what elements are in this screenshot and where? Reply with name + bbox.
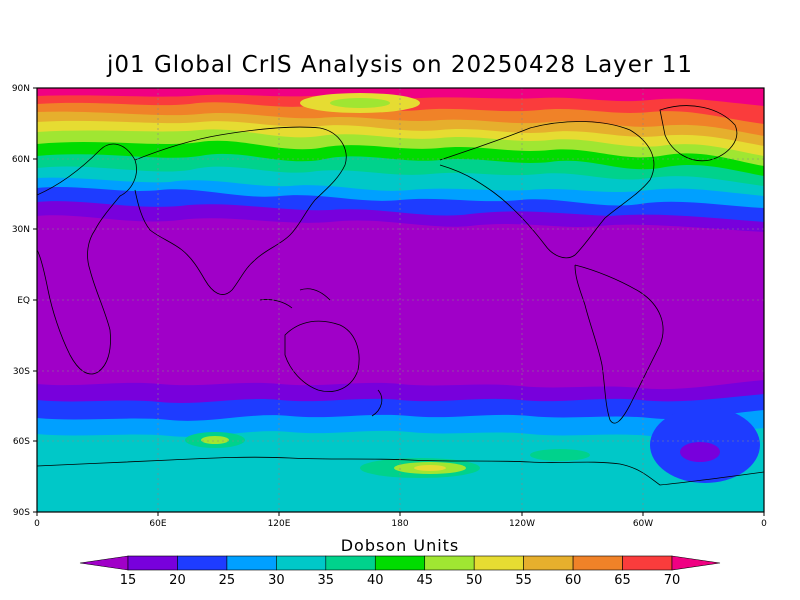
colorbar-ticks: 15 20 25 30 35 40 45 50 55 60 65 70: [120, 573, 681, 588]
lat-label: 90S: [13, 508, 30, 518]
colorbar-tick-label: 50: [466, 573, 483, 588]
colorbar-segment: [226, 555, 277, 571]
colorbar-tick-label: 60: [565, 573, 582, 588]
colorbar-segment: [424, 555, 475, 571]
colorbar-tick-label: 65: [614, 573, 631, 588]
colorbar-segment: [523, 555, 574, 571]
colorbar-segment: [572, 555, 623, 571]
lon-label: 60E: [149, 519, 166, 529]
colorbar-segment: [374, 555, 426, 571]
lat-label: 60N: [12, 155, 30, 165]
colorbar-tick-label: 45: [416, 573, 433, 588]
lat-label: 60S: [13, 437, 30, 447]
gridlines: [37, 88, 764, 512]
colorbar-segment: [325, 555, 376, 571]
colorbar-tick-label: 30: [268, 573, 285, 588]
colorbar-title: Dobson Units: [340, 536, 460, 555]
longitude-labels: 0 60E 120E 180 120W 60W 0: [34, 519, 767, 529]
lon-label: 120E: [268, 519, 291, 529]
lon-label: 60W: [633, 519, 653, 529]
ozone-field: [37, 88, 764, 512]
colorbar-tick-label: 25: [219, 573, 236, 588]
colorbar-tick-label: 55: [515, 573, 532, 588]
lat-label: EQ: [17, 296, 30, 306]
colorbar-segment: [276, 555, 327, 571]
lon-label: 120W: [509, 519, 535, 529]
colorbar-segment: [671, 555, 721, 571]
colorbar-segment: [473, 555, 524, 571]
colorbar-segment: [127, 555, 178, 571]
lat-label: 90N: [12, 84, 30, 94]
lon-label: 0: [761, 519, 767, 529]
colorbar-tick-label: 40: [367, 573, 384, 588]
colorbar-segment: [79, 555, 129, 571]
colorbar-segment: [177, 555, 228, 571]
colorbar-tick-label: 70: [664, 573, 681, 588]
lon-label: 0: [34, 519, 40, 529]
colorbar-tick-label: 15: [120, 573, 137, 588]
map-title: j01 Global CrIS Analysis on 20250428 Lay…: [107, 52, 693, 78]
colorbar-tick-label: 35: [318, 573, 335, 588]
lat-label: 30S: [13, 367, 30, 377]
latitude-labels: 90N 60N 30N EQ 30S 60S 90S: [12, 84, 30, 518]
lat-label: 30N: [12, 225, 30, 235]
lon-label: 180: [391, 519, 408, 529]
colorbar: [79, 555, 721, 571]
coastlines: [37, 105, 764, 486]
axis-ticks: [33, 87, 765, 516]
colorbar-tick-label: 20: [169, 573, 186, 588]
colorbar-segment: [622, 555, 673, 571]
